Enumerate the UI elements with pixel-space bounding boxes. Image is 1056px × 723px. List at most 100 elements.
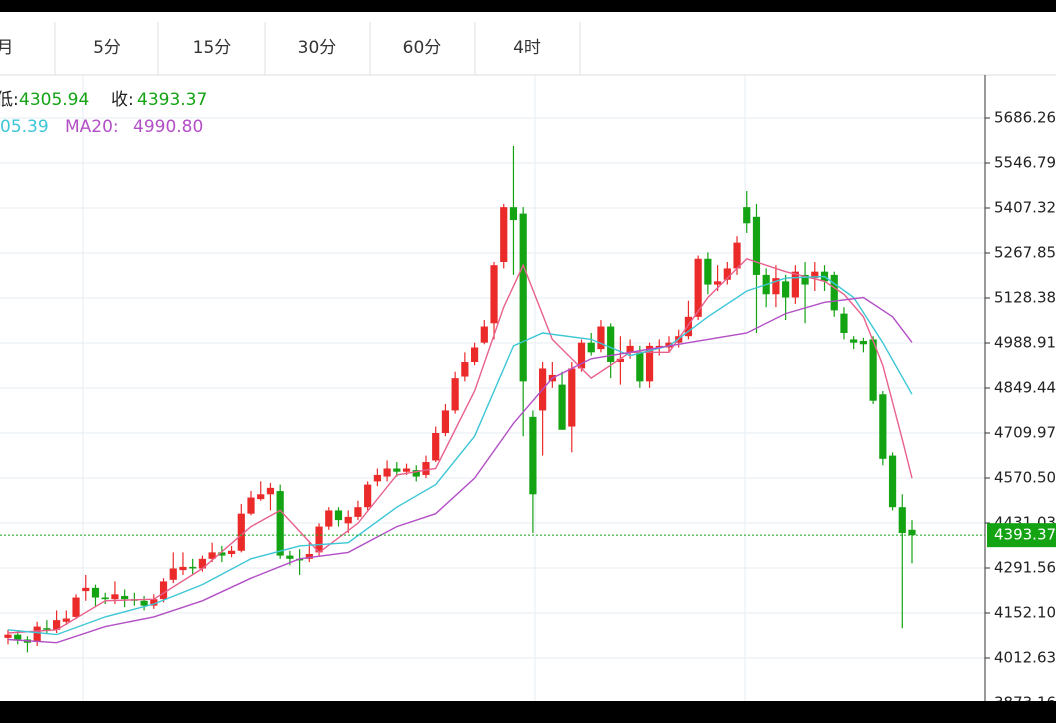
candle-body [373,474,381,482]
candle-body [500,207,508,262]
candle-body [412,470,420,477]
y-tick-label: 5267.85 [994,244,1056,262]
y-tick-label: 4152.10 [994,603,1056,621]
tab[interactable]: 5分 [93,38,121,58]
close-label: 收: [111,90,134,110]
ma20-value: 4990.80 [133,117,203,137]
candle-body [72,597,80,617]
close-value: 4393.37 [137,90,207,110]
candle-body [723,268,731,280]
candle-body [470,347,479,363]
candle-body [879,394,887,459]
candle-body [14,634,22,640]
candle-body [334,510,343,521]
candle-body [169,568,177,580]
candle-body [704,258,712,285]
candle-body [850,339,858,343]
low-value: 4305.94 [19,90,89,110]
tab-bar [0,12,1056,75]
candle-body [616,358,624,363]
y-tick-label: 4291.56 [994,559,1056,577]
ma-line [7,296,913,644]
candle-body [150,599,158,606]
candle-body [597,326,605,350]
tab[interactable]: 15分 [193,38,232,58]
candle-body [888,455,897,508]
candle-body [490,265,498,324]
y-tick-label: 4709.97 [994,424,1056,442]
candle-body [33,626,41,642]
y-tick-label: 4012.63 [994,648,1056,666]
candle-body [208,552,216,559]
candle-body [743,207,751,224]
candle-body [354,507,362,517]
candle-body [276,491,284,556]
candle-body [257,494,265,500]
last-price-label: 4393.37 [994,526,1056,544]
bottom-bar [0,701,1056,723]
candle-body [218,552,226,556]
candle-body [91,587,100,598]
candle-body [636,352,644,382]
ma-line [7,257,913,634]
ma-line [7,275,913,636]
candle-body [159,581,168,600]
candle-body [859,341,867,345]
candle-body [713,281,722,285]
candle-body [480,326,488,343]
y-tick-label: 5407.32 [994,199,1056,217]
candle-body [782,281,790,298]
candle-body [266,487,275,495]
candle-body [325,510,333,527]
candle-body [772,278,780,295]
candle-body [801,274,809,285]
candle-body [908,529,916,536]
candle-body [53,620,61,630]
candle-body [577,342,586,369]
candle-body [247,497,255,514]
candle-body [587,342,595,353]
candle-body [607,326,615,363]
candle-body [82,587,90,592]
candle-body [198,558,207,569]
candle-body [286,555,294,559]
candle-body [626,345,634,353]
candle-body [558,384,566,430]
candle-body [645,345,654,382]
candle-body [121,595,129,600]
candle-body [383,468,391,477]
tab[interactable]: 月 [0,38,14,58]
candle-body [811,271,819,279]
candle-body [830,274,838,311]
candle-body [655,345,663,348]
candle-body [529,416,537,495]
tab[interactable]: 30分 [298,38,337,58]
candle-body [296,558,304,561]
candle-body [441,410,450,433]
candle-body [364,484,372,508]
tab[interactable]: 4时 [513,38,541,58]
candle-body [432,432,440,461]
candle-body [344,516,352,524]
y-tick-label: 5128.38 [994,289,1056,307]
low-label: 低: [0,90,19,110]
candle-body [227,550,236,554]
candle-body [315,526,323,553]
candle-body [111,594,119,600]
candle-body [869,339,877,401]
candle-body [422,462,430,475]
ma10-value: 05.39 [0,117,49,137]
candle-body [568,368,576,427]
tab[interactable]: 60分 [403,38,442,58]
candle-body [840,313,848,333]
y-tick-label: 5546.79 [994,154,1056,172]
y-tick-label: 4570.50 [994,469,1056,487]
candle-body [752,216,761,275]
candle-body [694,258,702,317]
candle-body [179,566,187,571]
candle-body [4,634,12,638]
candle-body [140,600,148,606]
candle-body [237,513,245,551]
